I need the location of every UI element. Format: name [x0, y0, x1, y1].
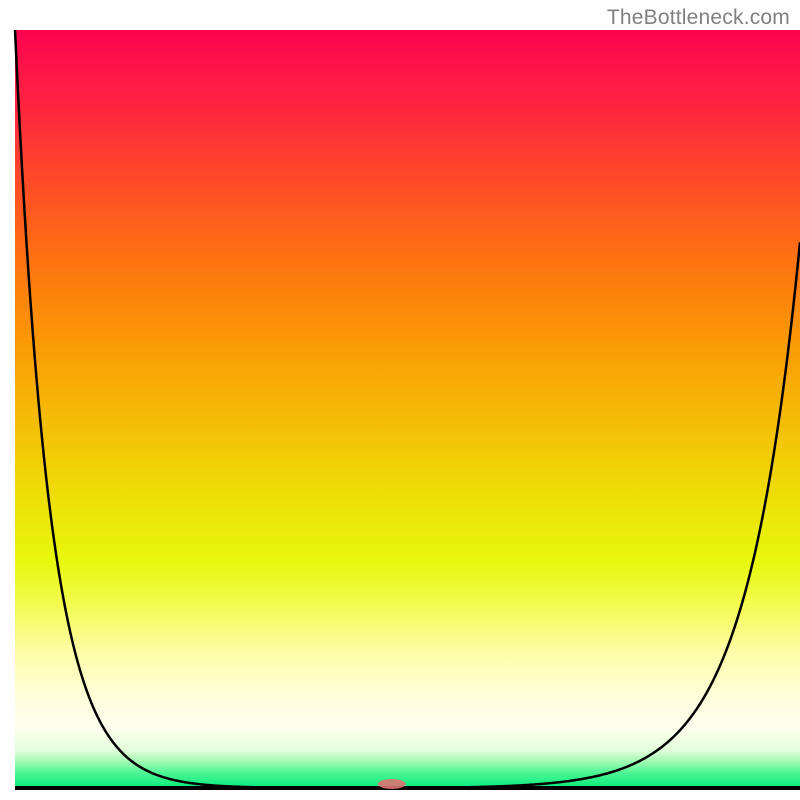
watermark-text: TheBottleneck.com — [607, 6, 790, 30]
chart-background — [15, 30, 800, 788]
chart-svg — [0, 0, 800, 800]
bottleneck-chart: TheBottleneck.com — [0, 0, 800, 800]
optimum-marker — [378, 779, 406, 789]
